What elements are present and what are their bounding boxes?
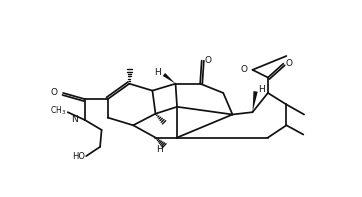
Text: O: O — [205, 56, 211, 65]
Text: O: O — [51, 88, 58, 98]
Text: CH$_3$: CH$_3$ — [50, 104, 66, 117]
Text: H: H — [153, 68, 160, 77]
Text: H: H — [156, 145, 163, 154]
Text: N: N — [71, 115, 78, 124]
Text: HO: HO — [72, 151, 85, 161]
Polygon shape — [253, 91, 258, 112]
Text: O: O — [240, 65, 247, 74]
Text: H: H — [258, 85, 265, 94]
Polygon shape — [163, 73, 176, 84]
Text: O: O — [285, 59, 292, 68]
